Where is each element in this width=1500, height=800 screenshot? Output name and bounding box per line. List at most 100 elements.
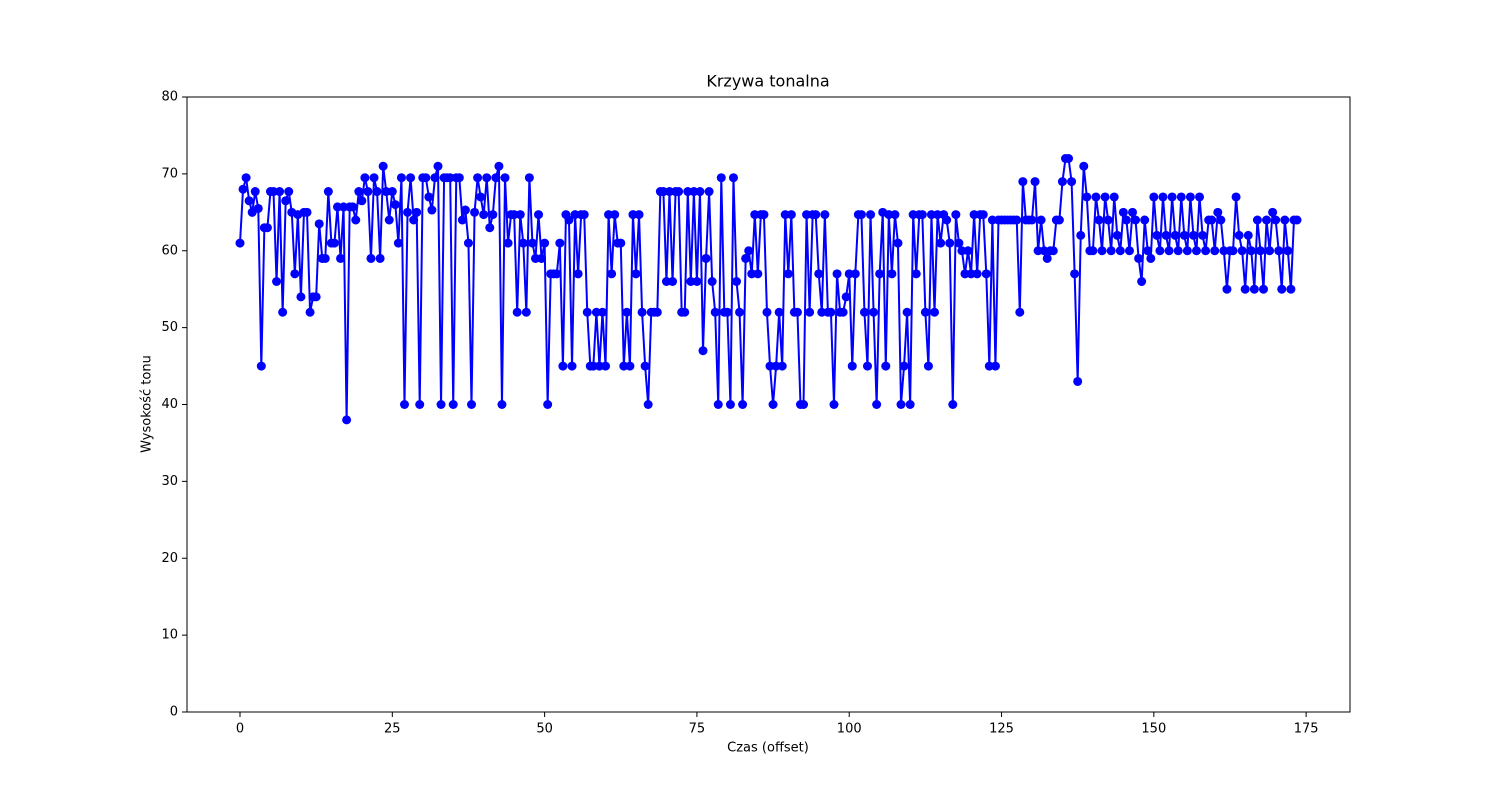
point	[1027, 215, 1037, 225]
point	[320, 253, 330, 263]
point	[1015, 307, 1025, 317]
x-tick-label: 100	[837, 722, 862, 737]
point	[704, 187, 714, 197]
point	[1185, 192, 1195, 202]
point	[643, 400, 653, 409]
point	[488, 210, 498, 220]
point	[1124, 246, 1134, 256]
point	[1198, 230, 1208, 240]
point	[250, 187, 260, 197]
point	[1115, 246, 1125, 256]
point	[911, 269, 921, 279]
point	[783, 269, 793, 279]
point	[1146, 253, 1156, 263]
point	[473, 173, 483, 183]
point	[920, 307, 930, 317]
point	[930, 307, 940, 317]
y-tick-label: 30	[161, 474, 178, 489]
point	[622, 307, 632, 317]
point	[1231, 192, 1241, 202]
point	[323, 187, 333, 197]
x-tick-label: 50	[536, 722, 553, 737]
point	[899, 361, 909, 371]
point	[369, 173, 379, 183]
point	[427, 205, 437, 215]
point	[1155, 246, 1165, 256]
point	[1106, 246, 1116, 256]
point	[1195, 192, 1205, 202]
point	[1149, 192, 1159, 202]
point	[1048, 246, 1058, 256]
point	[753, 269, 763, 279]
point	[1140, 215, 1150, 225]
point	[399, 400, 409, 409]
point	[503, 238, 513, 248]
point	[728, 173, 738, 183]
x-tick-label: 150	[1141, 722, 1166, 737]
point	[722, 307, 732, 317]
point	[1228, 246, 1238, 256]
point	[610, 210, 620, 220]
point	[701, 253, 711, 263]
point	[777, 361, 787, 371]
point	[527, 238, 537, 248]
point	[954, 238, 964, 248]
point	[607, 269, 617, 279]
point	[403, 207, 413, 217]
point	[881, 361, 891, 371]
point	[275, 187, 285, 197]
point	[555, 238, 565, 248]
point	[1237, 246, 1247, 256]
point	[521, 307, 531, 317]
point	[409, 215, 419, 225]
point	[1143, 246, 1153, 256]
point	[467, 400, 477, 409]
point	[917, 210, 927, 220]
point	[463, 238, 473, 248]
point	[1057, 177, 1067, 187]
point	[393, 238, 403, 248]
point	[235, 238, 245, 248]
point	[305, 307, 315, 317]
point	[862, 361, 872, 371]
point	[707, 277, 717, 286]
point	[552, 269, 562, 279]
point	[945, 238, 955, 248]
point	[869, 307, 879, 317]
point	[631, 269, 641, 279]
point	[774, 307, 784, 317]
point	[792, 307, 802, 317]
point	[963, 246, 973, 256]
point	[1161, 230, 1171, 240]
point	[1213, 207, 1223, 217]
point	[786, 210, 796, 220]
point	[460, 205, 470, 215]
point	[421, 173, 431, 183]
point	[887, 269, 897, 279]
point	[1258, 284, 1268, 294]
point	[652, 307, 662, 317]
point	[820, 210, 830, 220]
point	[336, 253, 346, 263]
point	[479, 210, 489, 220]
point	[1283, 246, 1293, 256]
point	[1182, 246, 1192, 256]
point	[741, 253, 751, 263]
point	[1271, 215, 1281, 225]
x-tick-label: 0	[236, 722, 244, 737]
point	[424, 192, 434, 202]
point	[698, 346, 708, 356]
point	[238, 184, 248, 194]
y-tick-label: 70	[161, 166, 178, 181]
point	[725, 400, 735, 409]
point	[1134, 253, 1144, 263]
point	[1082, 192, 1092, 202]
point	[951, 210, 961, 220]
point	[768, 400, 778, 409]
point	[1176, 192, 1186, 202]
point	[1054, 215, 1064, 225]
line	[239, 157, 1297, 420]
point	[1207, 215, 1217, 225]
point	[476, 192, 486, 202]
point	[732, 277, 742, 286]
